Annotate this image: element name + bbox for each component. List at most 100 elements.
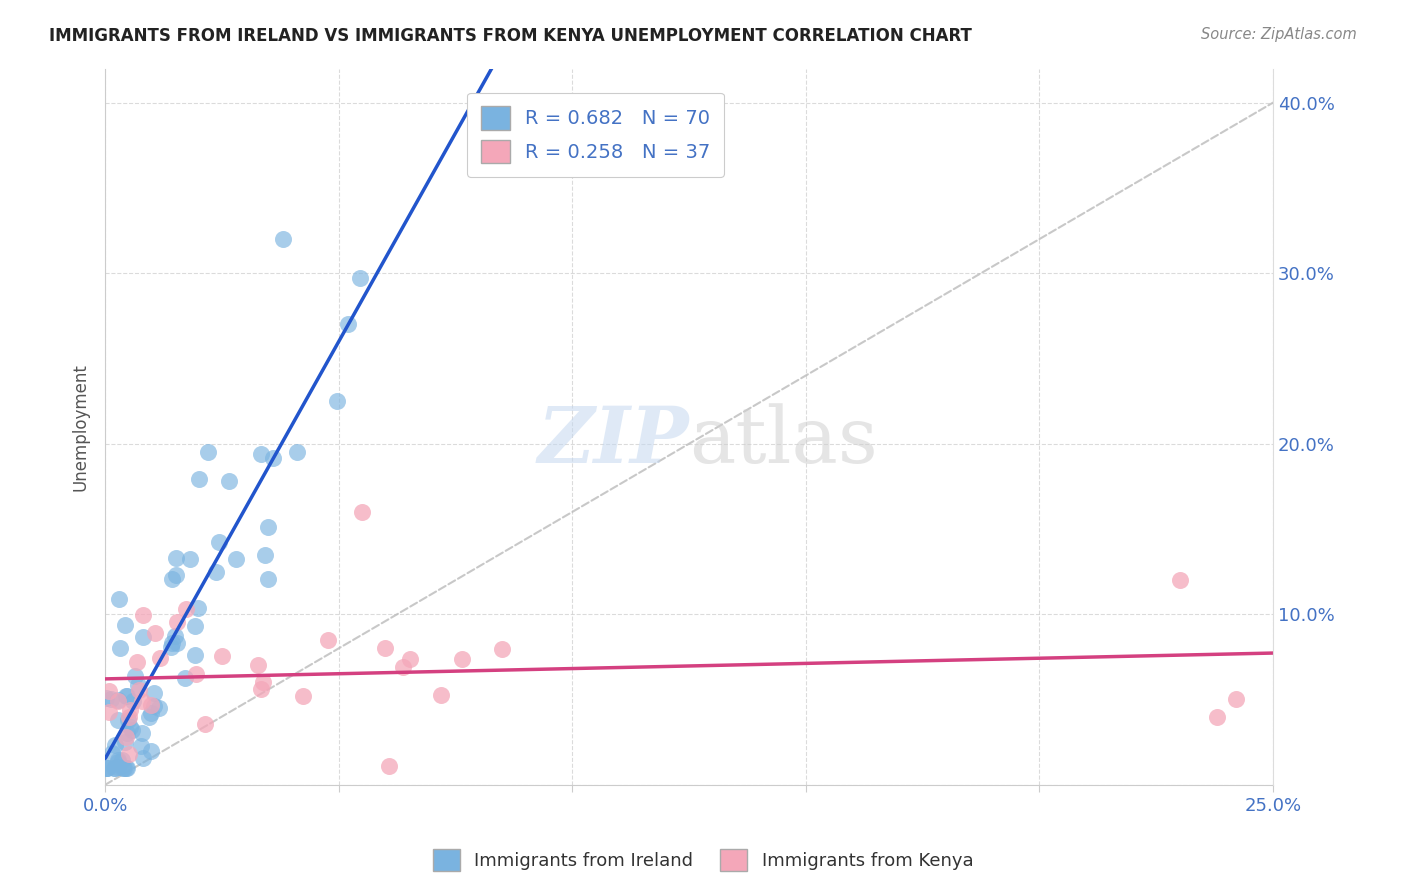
Point: [114, 618, 136, 632]
Legend: Immigrants from Ireland, Immigrants from Kenya: Immigrants from Ireland, Immigrants from…: [426, 842, 980, 879]
Point: [117, 710, 139, 724]
Point: [160, 640, 183, 654]
Point: [186, 666, 208, 681]
Point: [378, 758, 401, 772]
Point: [94, 761, 117, 775]
Point: [211, 649, 233, 664]
Point: [131, 726, 153, 740]
Point: [139, 706, 162, 720]
Point: [107, 693, 129, 707]
Point: [398, 652, 420, 666]
Point: [187, 472, 209, 486]
Point: [184, 648, 207, 662]
Point: [352, 505, 374, 519]
Point: [94, 691, 117, 706]
Point: [104, 738, 127, 752]
Point: [349, 270, 371, 285]
Point: [121, 723, 143, 738]
Point: [118, 721, 141, 735]
Point: [149, 651, 172, 665]
Point: [187, 600, 209, 615]
Point: [160, 572, 183, 586]
Text: IMMIGRANTS FROM IRELAND VS IMMIGRANTS FROM KENYA UNEMPLOYMENT CORRELATION CHART: IMMIGRANTS FROM IRELAND VS IMMIGRANTS FR…: [49, 27, 972, 45]
Point: [225, 551, 247, 566]
Point: [131, 739, 153, 753]
Point: [249, 681, 271, 696]
Point: [218, 474, 240, 488]
Point: [114, 731, 136, 745]
Point: [114, 735, 136, 749]
Point: [450, 652, 472, 666]
Point: [143, 626, 166, 640]
Point: [142, 699, 165, 714]
Point: [132, 607, 155, 622]
Point: [124, 669, 146, 683]
Point: [491, 641, 513, 656]
Point: [166, 615, 188, 629]
Point: [131, 750, 153, 764]
Point: [115, 726, 138, 740]
Point: [197, 445, 219, 459]
Point: [165, 568, 187, 582]
Point: [131, 694, 153, 708]
Point: [166, 636, 188, 650]
Point: [316, 633, 339, 648]
Point: [96, 761, 118, 775]
Point: [262, 451, 284, 466]
Point: [104, 761, 127, 775]
Point: [271, 232, 294, 246]
Point: [121, 694, 143, 708]
Point: [120, 703, 142, 717]
Point: [291, 689, 314, 703]
Point: [337, 318, 360, 332]
Point: [132, 630, 155, 644]
Point: [183, 619, 205, 633]
Point: [138, 710, 160, 724]
Point: [103, 761, 125, 775]
Point: [111, 753, 134, 767]
Point: [256, 520, 278, 534]
Point: [252, 674, 274, 689]
Point: [107, 693, 129, 707]
Point: [1206, 709, 1229, 723]
Point: [112, 761, 135, 775]
Point: [101, 746, 124, 760]
Point: [143, 686, 166, 700]
Point: [117, 747, 139, 762]
Point: [139, 698, 162, 712]
Point: [285, 445, 308, 459]
Text: ZIP: ZIP: [537, 402, 689, 479]
Point: [250, 447, 273, 461]
Point: [115, 761, 138, 775]
Point: [115, 689, 138, 703]
Y-axis label: Unemployment: Unemployment: [72, 363, 89, 491]
Point: [174, 602, 197, 616]
Point: [256, 572, 278, 586]
Point: [326, 393, 349, 408]
Point: [139, 744, 162, 758]
Point: [100, 692, 122, 706]
Point: [392, 660, 415, 674]
Point: [165, 550, 187, 565]
Point: [1168, 573, 1191, 587]
Point: [165, 630, 187, 644]
Point: [115, 761, 138, 775]
Point: [110, 641, 132, 656]
Point: [97, 683, 120, 698]
Point: [205, 565, 228, 579]
Point: [125, 655, 148, 669]
Point: [160, 636, 183, 650]
Point: [107, 755, 129, 769]
Point: [108, 592, 131, 607]
Point: [374, 641, 396, 656]
Text: atlas: atlas: [689, 403, 877, 479]
Point: [96, 761, 118, 775]
Point: [107, 753, 129, 767]
Point: [247, 657, 270, 672]
Legend: R = 0.682   N = 70, R = 0.258   N = 37: R = 0.682 N = 70, R = 0.258 N = 37: [467, 93, 724, 177]
Point: [127, 678, 149, 692]
Text: Source: ZipAtlas.com: Source: ZipAtlas.com: [1201, 27, 1357, 42]
Point: [179, 552, 201, 566]
Point: [253, 548, 276, 562]
Point: [114, 689, 136, 703]
